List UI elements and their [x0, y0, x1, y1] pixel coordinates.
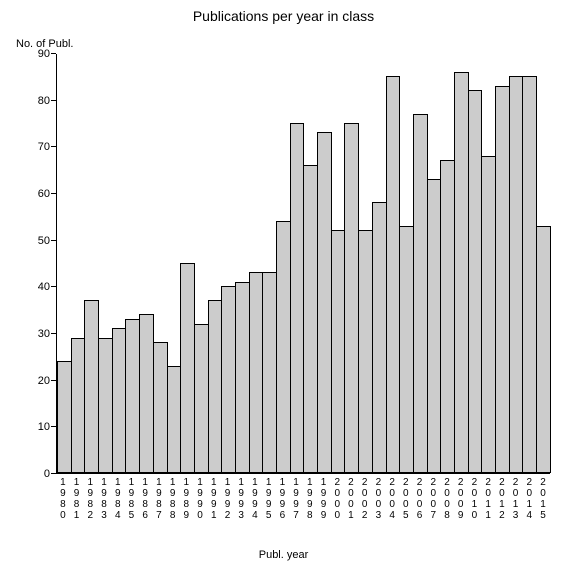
x-tick-label: 2012: [495, 474, 509, 534]
x-tick-label: 1989: [179, 474, 193, 534]
x-tick-label: 1986: [138, 474, 152, 534]
y-tick-label: 20: [0, 375, 50, 387]
bar-1990: [194, 324, 209, 473]
y-tick-label: 10: [0, 421, 50, 433]
y-tick-label: 70: [0, 141, 50, 153]
x-tick-label: 1996: [276, 474, 290, 534]
x-tick-label: 1984: [111, 474, 125, 534]
x-axis-ticks: 1980198119821983198419851986198719881989…: [56, 474, 550, 534]
x-tick-label: 2005: [399, 474, 413, 534]
x-tick-label: 2000: [330, 474, 344, 534]
bar-2006: [413, 114, 428, 473]
bar-2004: [386, 76, 401, 473]
x-tick-label: 1982: [83, 474, 97, 534]
y-tick-label: 30: [0, 328, 50, 340]
x-tick-label: 1980: [56, 474, 70, 534]
x-tick-label: 2014: [522, 474, 536, 534]
bar-1981: [71, 338, 86, 473]
x-tick-label: 1994: [248, 474, 262, 534]
bar-2009: [454, 72, 469, 473]
x-tick-label: 2009: [454, 474, 468, 534]
x-tick-label: 2003: [372, 474, 386, 534]
y-tick-label: 80: [0, 95, 50, 107]
x-tick-label: 2008: [440, 474, 454, 534]
bar-1980: [57, 361, 72, 473]
x-tick-label: 2011: [481, 474, 495, 534]
bar-1996: [276, 221, 291, 473]
bar-2014: [522, 76, 537, 473]
x-tick-label: 1987: [152, 474, 166, 534]
x-tick-label: 2002: [358, 474, 372, 534]
x-tick-label: 1983: [97, 474, 111, 534]
x-tick-label: 1985: [125, 474, 139, 534]
x-tick-label: 1993: [234, 474, 248, 534]
x-tick-label: 2013: [509, 474, 523, 534]
x-tick-label: 2007: [426, 474, 440, 534]
y-tick-label: 60: [0, 188, 50, 200]
bar-1989: [180, 263, 195, 473]
bar-2005: [399, 226, 414, 473]
bar-2012: [495, 86, 510, 473]
bar-2002: [358, 230, 373, 473]
bar-2008: [440, 160, 455, 473]
y-axis-ticks: 0102030405060708090: [0, 54, 56, 474]
y-tick-label: 40: [0, 281, 50, 293]
bar-1983: [98, 338, 113, 473]
x-tick-label: 1997: [289, 474, 303, 534]
y-tick-label: 90: [0, 48, 50, 60]
bar-2001: [344, 123, 359, 473]
bar-2015: [536, 226, 551, 473]
bar-2007: [427, 179, 442, 473]
x-tick-label: 2015: [536, 474, 550, 534]
chart-title: Publications per year in class: [0, 8, 567, 24]
x-tick-label: 2001: [344, 474, 358, 534]
bar-1994: [249, 272, 264, 473]
x-tick-label: 1992: [221, 474, 235, 534]
x-tick-label: 2004: [385, 474, 399, 534]
x-axis-title: Publ. year: [0, 549, 567, 561]
x-tick-label: 1981: [70, 474, 84, 534]
bar-1991: [208, 300, 223, 473]
bars-group: [57, 54, 550, 473]
bar-1985: [125, 319, 140, 473]
x-tick-label: 1988: [166, 474, 180, 534]
bar-1987: [153, 342, 168, 473]
x-tick-label: 1991: [207, 474, 221, 534]
bar-1995: [262, 272, 277, 473]
bar-1998: [303, 165, 318, 473]
y-tick-label: 0: [0, 468, 50, 480]
y-tick-label: 50: [0, 235, 50, 247]
x-tick-label: 1990: [193, 474, 207, 534]
bar-1993: [235, 282, 250, 473]
x-tick-label: 1998: [303, 474, 317, 534]
bar-1999: [317, 132, 332, 473]
bar-2003: [372, 202, 387, 473]
bar-1992: [221, 286, 236, 473]
publications-bar-chart: Publications per year in class No. of Pu…: [0, 0, 567, 567]
bar-1984: [112, 328, 127, 473]
bar-1982: [84, 300, 99, 473]
x-tick-label: 1999: [317, 474, 331, 534]
bar-2000: [331, 230, 346, 473]
bar-1986: [139, 314, 154, 473]
x-tick-label: 2010: [468, 474, 482, 534]
bar-2010: [468, 90, 483, 473]
bar-1997: [290, 123, 305, 473]
bar-2011: [481, 156, 496, 473]
bar-2013: [509, 76, 524, 473]
plot-area: [56, 54, 550, 474]
x-tick-label: 1995: [262, 474, 276, 534]
bar-1988: [167, 366, 182, 473]
x-tick-label: 2006: [413, 474, 427, 534]
